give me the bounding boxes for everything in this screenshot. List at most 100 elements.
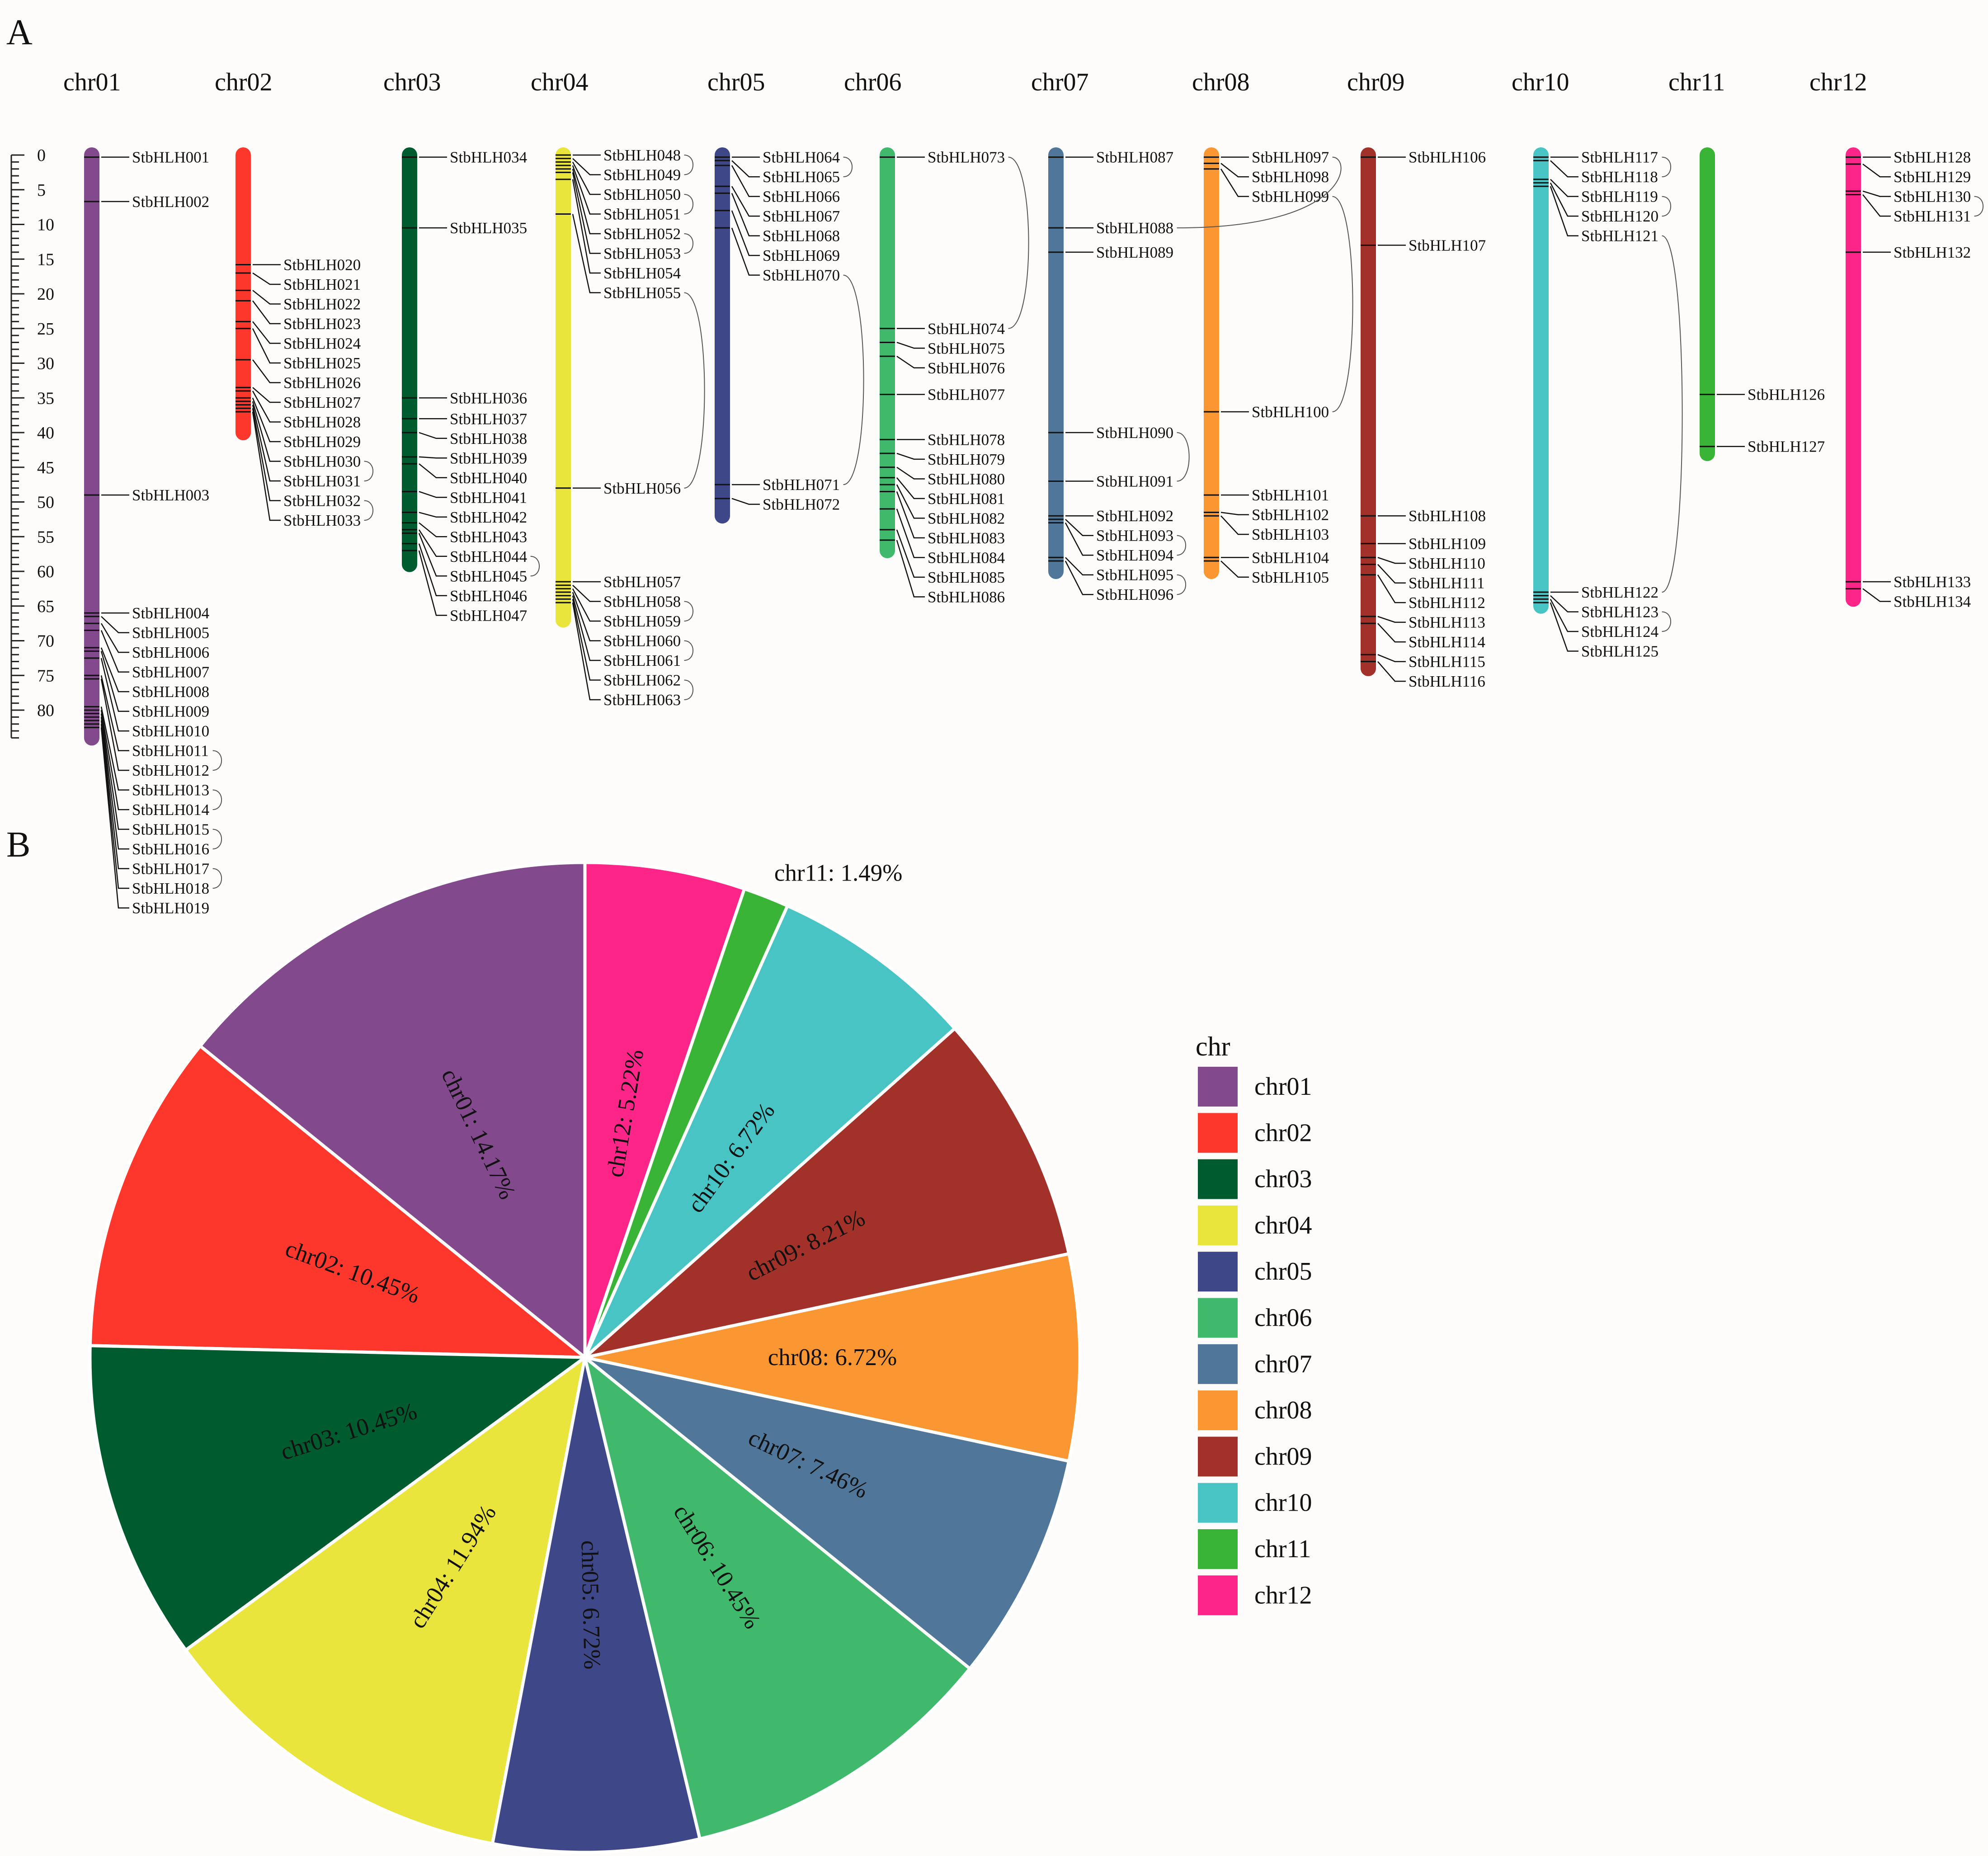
gene-label: StbHLH063 xyxy=(603,691,681,709)
gene-label: StbHLH116 xyxy=(1409,673,1485,690)
gene-leader xyxy=(1065,561,1093,595)
gene-label: StbHLH068 xyxy=(763,227,840,245)
gene-leader xyxy=(731,210,760,256)
gene-label: StbHLH048 xyxy=(603,146,681,164)
chromosome-bar xyxy=(84,147,99,746)
axis-tick-label: 80 xyxy=(37,701,54,720)
gene-label: StbHLH071 xyxy=(763,476,840,494)
gene-label: StbHLH001 xyxy=(132,149,209,166)
axis-tick-label: 55 xyxy=(37,528,54,546)
gene-label: StbHLH095 xyxy=(1096,566,1173,584)
gene-label: StbHLH057 xyxy=(603,573,681,591)
gene-leader xyxy=(100,713,129,830)
gene-leader xyxy=(572,588,601,622)
gene-label: StbHLH058 xyxy=(603,593,681,611)
gene-label: StbHLH130 xyxy=(1894,188,1971,206)
gene-label: StbHLH134 xyxy=(1894,593,1971,611)
gene-label: StbHLH083 xyxy=(928,529,1005,547)
chromosome-title: chr05 xyxy=(707,68,765,96)
tandem-bracket xyxy=(364,500,374,521)
gene-leader xyxy=(100,623,129,653)
axis-tick-label: 75 xyxy=(37,666,54,685)
gene-leader xyxy=(100,720,129,869)
gene-label: StbHLH051 xyxy=(603,206,681,223)
gene-leader xyxy=(731,186,760,217)
gene-label: StbHLH132 xyxy=(1894,244,1971,261)
gene-label: StbHLH043 xyxy=(450,528,527,546)
gene-label: StbHLH076 xyxy=(928,359,1005,377)
gene-label: StbHLH021 xyxy=(283,276,361,293)
pie-slice-chr09 xyxy=(579,1026,1071,1361)
chromosome-bar xyxy=(402,147,417,572)
gene-label: StbHLH026 xyxy=(283,374,361,392)
gene-label: StbHLH108 xyxy=(1409,507,1486,525)
axis-tick-label: 30 xyxy=(37,354,54,373)
legend-label: chr08 xyxy=(1254,1396,1312,1424)
gene-label: StbHLH006 xyxy=(132,644,209,661)
axis-tick-label: 20 xyxy=(37,285,54,304)
gene-label: StbHLH009 xyxy=(132,703,209,721)
gene-leader xyxy=(731,498,760,505)
gene-leader xyxy=(252,328,281,364)
axis-tick-label: 5 xyxy=(37,181,46,200)
gene-leader xyxy=(252,391,281,423)
gene-leader xyxy=(1550,595,1578,612)
tandem-bracket xyxy=(212,789,222,810)
gene-label: StbHLH129 xyxy=(1894,168,1971,186)
gene-label: StbHLH018 xyxy=(132,880,209,897)
gene-leader xyxy=(1220,512,1249,515)
gene-leader xyxy=(896,466,925,480)
pie-slice-chr05 xyxy=(490,1357,702,1854)
gene-label: StbHLH052 xyxy=(603,225,681,243)
gene-leader xyxy=(252,387,281,403)
gene-label: StbHLH101 xyxy=(1252,486,1329,504)
gene-label: StbHLH070 xyxy=(763,267,840,284)
gene-label: StbHLH023 xyxy=(283,315,361,333)
chromosome-chr01: chr01 StbHLH001 StbHLH002 StbHLH003 StbHLH00… xyxy=(63,68,222,917)
gene-label: StbHLH123 xyxy=(1581,603,1658,621)
gene-leader xyxy=(1220,163,1249,178)
tandem-bracket xyxy=(1177,535,1187,556)
legend-label: chr03 xyxy=(1254,1165,1312,1193)
axis-tick-label: 35 xyxy=(37,389,54,408)
tandem-bracket xyxy=(1662,611,1672,632)
chromosome-bar xyxy=(880,147,895,558)
duplication-link xyxy=(1177,432,1190,482)
gene-label: StbHLH133 xyxy=(1894,573,1971,591)
gene-label: StbHLH044 xyxy=(450,548,527,565)
gene-label: StbHLH061 xyxy=(603,652,681,669)
pie-label: chr05: 6.72% xyxy=(576,1540,605,1670)
gene-leader xyxy=(252,321,281,344)
gene-label: StbHLH127 xyxy=(1748,438,1825,456)
chromosome-bar xyxy=(1533,147,1549,614)
gene-label: StbHLH073 xyxy=(928,149,1005,166)
gene-label: StbHLH109 xyxy=(1409,535,1486,553)
gene-leader xyxy=(1377,575,1406,603)
axis-tick-label: 40 xyxy=(37,424,54,443)
gene-leader xyxy=(101,616,129,633)
chromosome-title: chr03 xyxy=(383,68,441,96)
tandem-bracket xyxy=(684,194,694,215)
chromosome-title: chr07 xyxy=(1031,68,1089,96)
gene-label: StbHLH012 xyxy=(132,762,209,779)
gene-label: StbHLH124 xyxy=(1581,623,1658,641)
gene-leader xyxy=(896,477,925,499)
gene-leader xyxy=(252,411,281,521)
gene-leader xyxy=(896,509,925,558)
gene-leader xyxy=(1862,588,1891,602)
gene-label: StbHLH034 xyxy=(450,149,527,166)
gene-label: StbHLH114 xyxy=(1409,633,1485,651)
gene-label: StbHLH113 xyxy=(1409,614,1485,631)
gene-label: StbHLH067 xyxy=(763,207,840,225)
chromosome-bar xyxy=(715,147,730,524)
gene-leader xyxy=(252,272,281,285)
pie-slice-chr06 xyxy=(582,1353,972,1841)
gene-leader xyxy=(252,401,281,462)
gene-label: StbHLH022 xyxy=(283,296,361,313)
duplication-link xyxy=(684,292,705,489)
gene-leader xyxy=(896,540,925,598)
tandem-bracket xyxy=(1662,196,1672,217)
gene-label: StbHLH065 xyxy=(763,168,840,186)
gene-label: StbHLH077 xyxy=(928,386,1005,404)
